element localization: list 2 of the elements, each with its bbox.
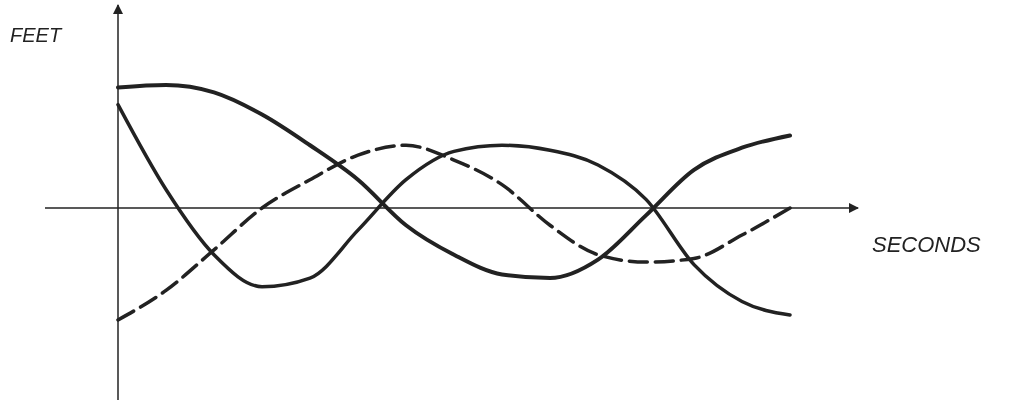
y-axis-title: FEET xyxy=(10,24,63,46)
x-axis-title: SECONDS xyxy=(872,232,982,257)
